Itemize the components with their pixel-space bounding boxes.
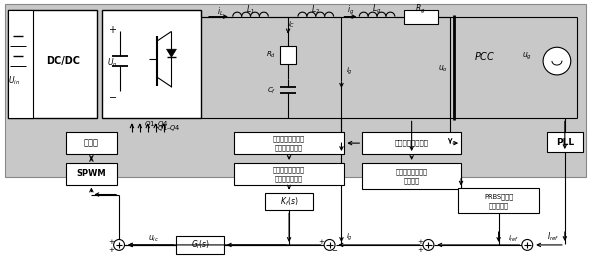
Circle shape: [522, 239, 532, 250]
Bar: [547, 132, 583, 152]
Polygon shape: [167, 49, 176, 57]
Bar: [233, 163, 345, 185]
Text: $+$: $+$: [108, 24, 116, 35]
Text: SPWM: SPWM: [77, 169, 106, 178]
Text: $-$: $-$: [331, 246, 338, 252]
Text: $i_C$: $i_C$: [288, 19, 296, 29]
Circle shape: [324, 239, 335, 250]
Text: $i_L$: $i_L$: [217, 5, 224, 18]
Text: $I_{ref}$: $I_{ref}$: [547, 231, 559, 243]
Text: $u_{ic}$: $u_{ic}$: [148, 234, 159, 244]
Text: DC/DC: DC/DC: [46, 56, 80, 66]
Text: $i_{ref}$: $i_{ref}$: [508, 234, 519, 244]
Text: 实时计算需补偿的: 实时计算需补偿的: [395, 168, 428, 175]
Text: $L_g$: $L_g$: [372, 3, 382, 16]
Text: $i_g$: $i_g$: [346, 65, 353, 77]
Bar: [102, 10, 201, 118]
Text: $G_i(s)$: $G_i(s)$: [191, 239, 210, 251]
Bar: [5, 4, 586, 177]
Circle shape: [543, 47, 571, 75]
Text: PRBS扰动序: PRBS扰动序: [484, 193, 513, 200]
Text: 前馈函数的参数: 前馈函数的参数: [275, 145, 303, 151]
Text: $U_{in}$: $U_{in}$: [8, 75, 20, 87]
Text: 根据公式计算电压: 根据公式计算电压: [273, 167, 305, 173]
Text: PLL: PLL: [556, 138, 574, 147]
Text: $L_1$: $L_1$: [246, 4, 255, 16]
Text: $-$: $-$: [108, 91, 116, 101]
Bar: [8, 10, 98, 118]
Circle shape: [113, 239, 125, 250]
Bar: [265, 192, 313, 210]
Text: $i_g$: $i_g$: [346, 231, 353, 243]
Text: $u_o$: $u_o$: [439, 64, 448, 74]
Text: $+$: $+$: [108, 238, 115, 247]
Bar: [66, 132, 117, 154]
Text: $L_2$: $L_2$: [311, 4, 320, 16]
Text: $+$: $+$: [318, 238, 325, 247]
Text: 驱动门: 驱动门: [84, 139, 99, 148]
Text: $i_g$: $i_g$: [347, 4, 354, 17]
Text: $+$: $+$: [108, 245, 115, 254]
Text: $K_f(s)$: $K_f(s)$: [280, 195, 298, 208]
Bar: [233, 132, 345, 154]
Text: $+$: $+$: [417, 238, 424, 247]
Bar: [66, 163, 117, 185]
Text: 列注入模块: 列注入模块: [489, 202, 509, 209]
Bar: [362, 132, 461, 154]
Text: $U_n$: $U_n$: [107, 57, 118, 69]
Text: 前馈函数的参数: 前馈函数的参数: [275, 175, 303, 182]
Text: $C_f$: $C_f$: [267, 86, 276, 96]
Text: 电网阻抗实时测量: 电网阻抗实时测量: [395, 140, 428, 146]
Text: $R_d$: $R_d$: [267, 50, 276, 60]
Bar: [362, 163, 461, 189]
Text: 相位大小: 相位大小: [404, 177, 420, 184]
Bar: [176, 236, 224, 254]
Text: $+$: $+$: [417, 245, 424, 254]
Text: $R_g$: $R_g$: [415, 3, 426, 16]
Text: $PCC$: $PCC$: [474, 50, 495, 62]
Text: 根据公式计算电压: 根据公式计算电压: [273, 136, 305, 143]
Bar: [458, 188, 539, 213]
Circle shape: [423, 239, 434, 250]
Text: $u_g$: $u_g$: [522, 51, 532, 62]
Text: $Q1$–$Q4$: $Q1$–$Q4$: [157, 123, 180, 133]
Bar: [8, 10, 33, 118]
Bar: [404, 10, 439, 23]
Bar: [280, 46, 296, 64]
Text: $Q1$–$Q4$: $Q1$–$Q4$: [144, 119, 169, 129]
